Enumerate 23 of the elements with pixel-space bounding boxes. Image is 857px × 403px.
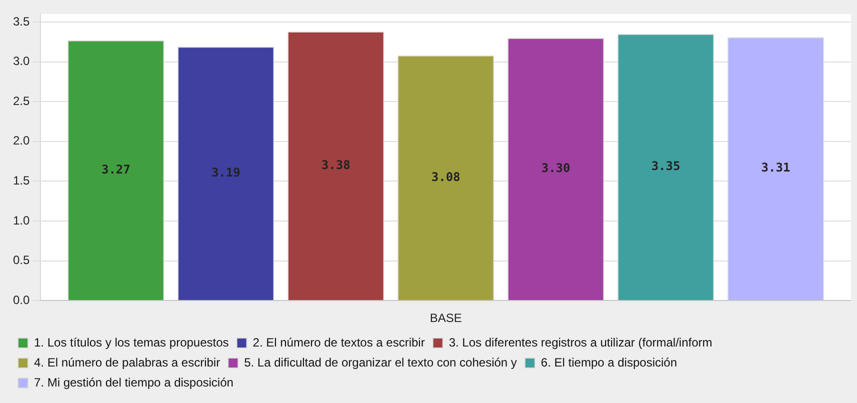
y-tick-label: 2.5 [12, 94, 30, 108]
legend-label: 2. El número de textos a escribir [252, 335, 425, 350]
data-label: 3.31 [761, 160, 790, 175]
y-tick-label: 3.0 [12, 54, 30, 68]
data-label: 3.08 [431, 170, 460, 184]
legend-label: 3. Los diferentes registros a utilizar (formal/inform [448, 335, 712, 350]
x-tick-label: BASE [430, 311, 462, 326]
data-label: 3.19 [211, 165, 240, 180]
y-tick-label: 3.5 [12, 14, 30, 28]
y-tick-label: 0.5 [12, 253, 30, 268]
legend-label: 6. El tiempo a disposición [540, 355, 678, 370]
data-label: 3.35 [651, 159, 680, 174]
y-tick-label: 2.0 [12, 134, 30, 148]
legend-label: 7. Mi gestión del tiempo a disposición [34, 375, 234, 390]
data-label: 3.30 [541, 161, 570, 176]
data-label: 3.27 [101, 162, 130, 176]
legend-label: 5. La dificultad de organizar el texto con cohesión y [244, 355, 517, 370]
data-label: 3.38 [321, 158, 350, 172]
y-tick-label: 0.0 [12, 292, 30, 307]
y-tick-label: 1.0 [12, 213, 30, 228]
y-tick-label: 1.5 [12, 173, 30, 188]
legend-label: 4. El número de palabras a escribir [34, 355, 220, 370]
legend-label: 1. Los títulos y los temas propuestos [34, 335, 229, 350]
